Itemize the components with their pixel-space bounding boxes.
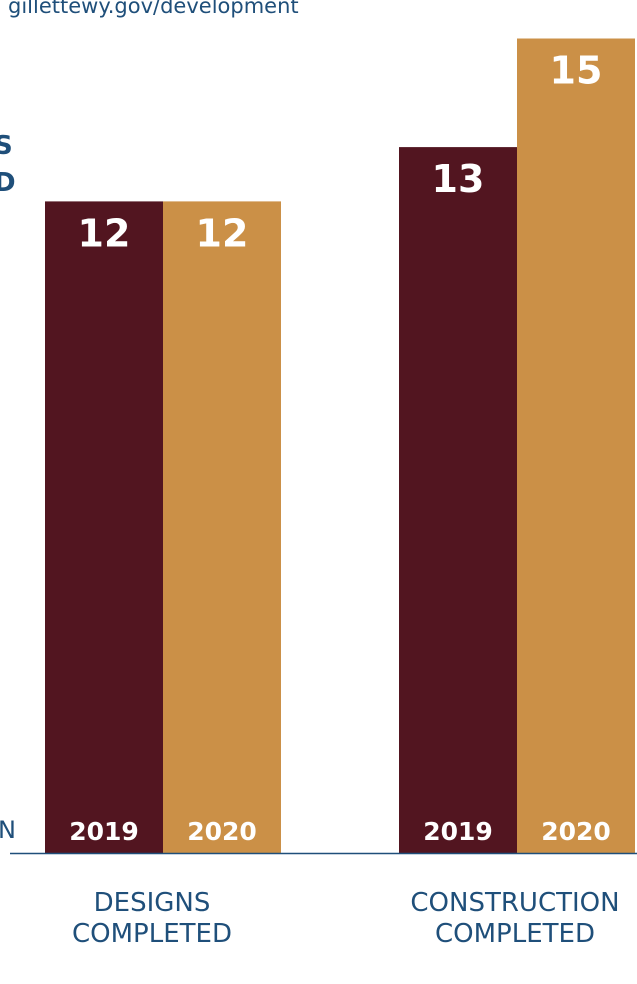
series-year-label: 2020 xyxy=(541,817,611,846)
value-label: 12 xyxy=(78,211,131,255)
bar-2019-1 xyxy=(399,147,517,854)
category-label-designs-completed: DESIGNS COMPLETED xyxy=(72,888,232,950)
series-year-label: 2019 xyxy=(423,817,493,846)
clipped-text-fragment: S xyxy=(0,131,13,161)
value-label: 13 xyxy=(432,157,485,201)
series-year-label: 2019 xyxy=(69,817,139,846)
bar-2020-0 xyxy=(163,201,281,853)
clipped-text-fragment: D xyxy=(0,168,16,198)
category-label-construction-completed: CONSTRUCTION COMPLETED xyxy=(410,888,620,950)
source-url: gillettewy.gov/development xyxy=(8,0,299,18)
value-label: 12 xyxy=(196,211,249,255)
bar-2020-1 xyxy=(517,38,635,853)
value-label: 15 xyxy=(550,49,603,93)
clipped-text-fragment: N xyxy=(0,816,16,844)
bar-2019-0 xyxy=(45,201,163,853)
series-year-label: 2020 xyxy=(187,817,257,846)
